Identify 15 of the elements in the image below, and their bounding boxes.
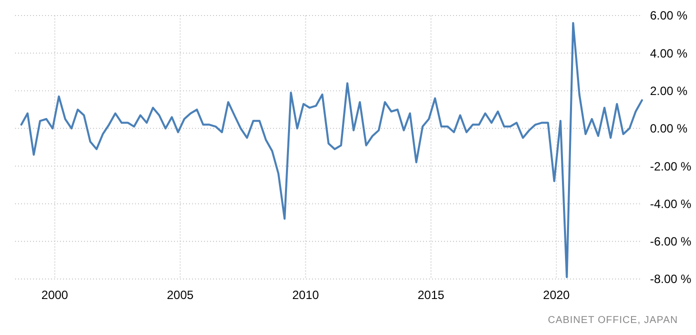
x-tick-label: 2000 <box>41 288 68 302</box>
x-tick-label: 2015 <box>418 288 445 302</box>
y-tick-label: 2.00 % <box>650 84 688 98</box>
text: CABINET OFFICE, JAPAN <box>548 315 678 326</box>
x-tick-label: 2010 <box>292 288 320 302</box>
y-tick-label: 4.00 % <box>650 46 688 60</box>
y-tick-label: 0.00 % <box>650 122 688 136</box>
y-tick-label: -4.00 % <box>650 196 692 211</box>
x-tick-label: 2020 <box>543 288 570 302</box>
y-tick-label: -8.00 % <box>650 272 692 286</box>
line-series <box>20 22 643 278</box>
y-tick-label: 6.00 % <box>650 8 688 23</box>
y-tick-label: -6.00 % <box>650 234 692 249</box>
x-tick-label: 2005 <box>166 288 194 302</box>
y-tick-label: -2.00 % <box>650 159 692 174</box>
